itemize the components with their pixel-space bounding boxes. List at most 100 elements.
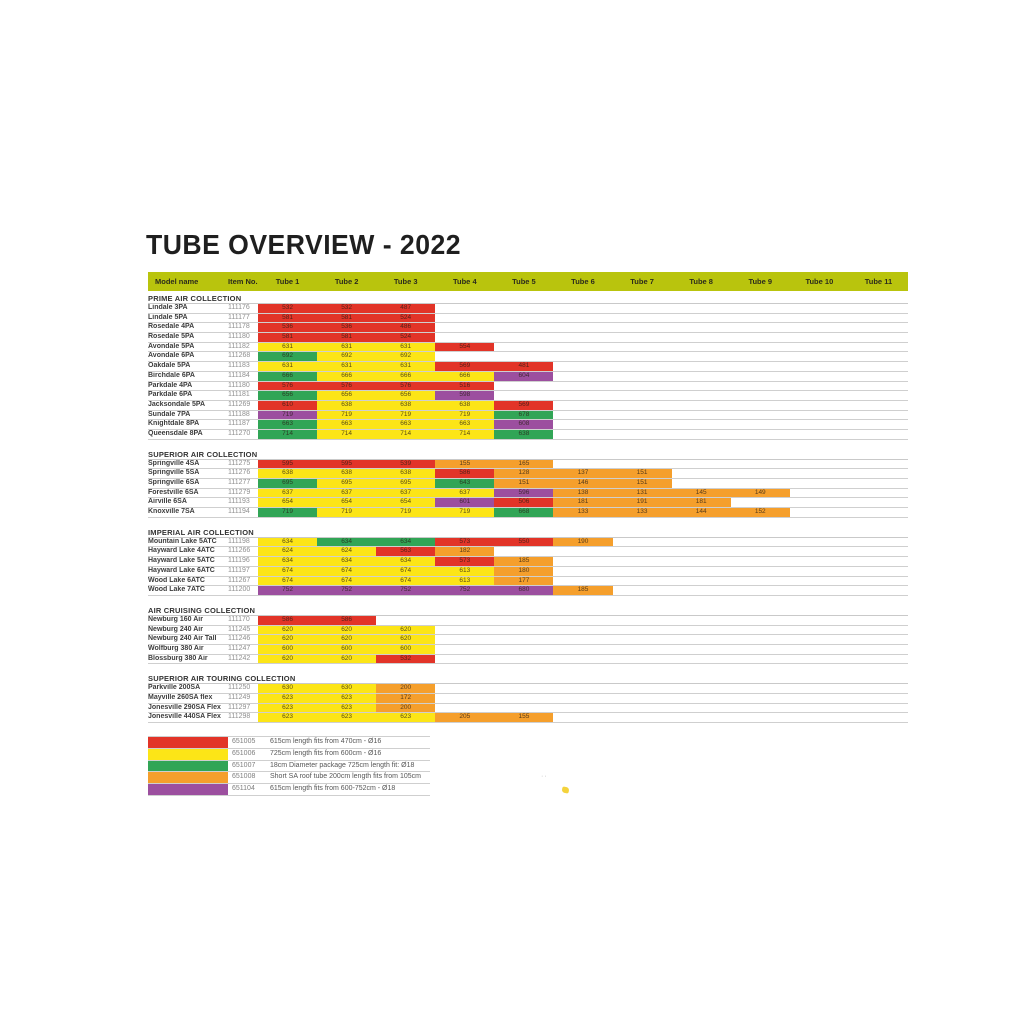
table-row: Parkville 200SA 111250 630 630 200	[148, 684, 908, 694]
item-number-cell: 111182	[228, 342, 250, 350]
model-name-cell: Newburg 160 Air	[148, 615, 203, 623]
legend-color-swatch-purple	[148, 784, 228, 796]
tube-value-cell: 608	[494, 420, 554, 429]
table-row: Rosedale 5PA 111180 581 581 524	[148, 333, 908, 343]
legend-row: 651007 18cm Diameter package 725cm length…	[148, 760, 430, 773]
table-row: Avondale 6PA 111268 692 692 692	[148, 352, 908, 363]
model-name-cell: Sundale 7PA	[148, 410, 191, 418]
tube-value-cell: 586	[317, 615, 377, 625]
page-title: TUBE OVERVIEW - 2022	[146, 229, 461, 260]
tube-value-cell: 581	[317, 313, 377, 323]
legend-description: 725cm length fits from 600cm - Ø16	[270, 749, 382, 757]
tube-value-cell: 695	[317, 479, 377, 488]
item-number-cell: 111178	[228, 323, 250, 331]
tube-value-cell: 631	[317, 362, 377, 371]
item-number-cell: 111180	[228, 381, 250, 389]
tube-value-cell: 623	[258, 694, 318, 703]
tube-value-cell: 719	[317, 410, 377, 420]
tube-value-cell: 138	[553, 488, 613, 498]
table-row: Avondale 5PA 111182 631 631 631 554	[148, 342, 908, 353]
model-name-cell: Parkdale 6PA	[148, 391, 193, 399]
legend-color-swatch-orange	[148, 772, 228, 784]
tube-value-cell: 532	[317, 304, 377, 313]
tube-value-cell: 634	[376, 557, 436, 566]
tube-value-cell: 637	[435, 488, 495, 498]
table-row: Lindale 3PA 111176 532 532 487	[148, 304, 908, 314]
tube-value-cell: 719	[376, 410, 436, 420]
table-row: Queensdale 8PA 111270 714 714 714 714 638	[148, 429, 908, 440]
tube-value-cell: 524	[376, 333, 436, 342]
tube-value-cell: 680	[494, 586, 554, 595]
table-row: Knoxville 7SA 111194 719 719 719 719 668 133 133…	[148, 508, 908, 518]
tube-value-cell: 663	[317, 420, 377, 429]
section-header: AIR CRUISING COLLECTION	[148, 606, 908, 616]
tube-value-cell: 663	[435, 420, 495, 429]
tube-value-cell: 190	[553, 537, 613, 547]
section-header: PRIME AIR COLLECTION	[148, 294, 908, 304]
table-row: Jonesville 290SA Flex 111297 623 623 200	[148, 703, 908, 714]
table-row: Springville 4SA 111275 595 595 539 155 165	[148, 459, 908, 470]
tube-value-cell: 719	[376, 508, 436, 517]
legend-row: 651006 725cm length fits from 600cm - Ø16	[148, 748, 430, 761]
tube-value-cell: 623	[317, 703, 377, 713]
item-number-cell: 111297	[228, 703, 251, 711]
model-name-cell: Forestville 6SA	[148, 488, 199, 496]
model-name-cell: Hayward Lake 6ATC	[148, 566, 215, 574]
tube-value-cell: 719	[258, 508, 318, 517]
legend-color-swatch-green	[148, 760, 228, 772]
tube-value-cell: 532	[376, 654, 436, 664]
tube-value-cell: 595	[317, 459, 377, 469]
table-row: Wolfburg 380 Air 111247 600 600 600	[148, 644, 908, 655]
tube-value-cell: 714	[258, 429, 318, 439]
model-name-cell: Airville 6SA	[148, 498, 187, 506]
item-number-cell: 111269	[228, 400, 251, 408]
legend-item-code: 651007	[232, 761, 256, 769]
tube-value-cell: 631	[258, 342, 318, 352]
tube-value-cell: 631	[317, 342, 377, 352]
tube-value-cell: 719	[435, 508, 495, 517]
legend-item-code: 651006	[232, 749, 256, 757]
table-row: Blossburg 380 Air 111242 620 620 532	[148, 654, 908, 665]
tube-value-cell: 631	[376, 342, 436, 352]
item-number-cell: 111188	[228, 410, 250, 418]
table-row: Forestville 6SA 111279 637 637 637 637 596 138 1…	[148, 488, 908, 499]
table-row: Hayward Lake 6ATC 111197 674 674 674 613 180	[148, 566, 908, 577]
tube-value-cell: 695	[376, 479, 436, 488]
model-name-cell: Birchdale 6PA	[148, 371, 195, 379]
table-header: Model name Item No. Tube 1 Tube 2 Tube 3 Tube…	[148, 272, 908, 291]
table-row: Oakdale 5PA 111183 631 631 631 569 481	[148, 362, 908, 372]
tube-value-cell: 151	[612, 469, 672, 479]
tube-value-cell: 481	[494, 362, 554, 371]
tube-value-cell: 638	[494, 429, 554, 439]
tube-value-cell: 576	[317, 381, 377, 391]
legend-description: Short SA roof tube 200cm length fits fro…	[270, 773, 421, 781]
tube-value-cell: 573	[435, 557, 495, 566]
item-number-cell: 111187	[228, 420, 250, 428]
tube-value-cell: 165	[494, 459, 554, 469]
collection-section: AIR CRUISING COLLECTION Newburg 160 Air 11…	[148, 606, 908, 665]
item-number-cell: 111200	[228, 586, 251, 594]
tube-value-cell: 152	[730, 508, 790, 517]
stray-mark-yellow	[561, 786, 570, 794]
item-number-cell: 111176	[228, 304, 250, 311]
column-header-tube-2: Tube 2	[334, 277, 359, 286]
tube-value-cell: 634	[258, 557, 318, 566]
column-header-tube-3: Tube 3	[393, 277, 418, 286]
item-number-cell: 111245	[228, 625, 251, 633]
tube-value-cell: 620	[376, 625, 436, 635]
tube-value-cell: 620	[258, 625, 318, 635]
stray-mark-gray: ··	[541, 773, 548, 780]
tube-value-cell: 620	[317, 654, 377, 664]
item-number-cell: 111196	[228, 557, 250, 565]
tube-value-cell: 581	[258, 313, 318, 323]
column-header-tube-11: Tube 11	[864, 277, 893, 286]
model-name-cell: Blossburg 380 Air	[148, 654, 208, 662]
tube-value-cell: 666	[435, 371, 495, 381]
table-row: Jacksondale 5PA 111269 610 638 638 638 569	[148, 400, 908, 411]
item-number-cell: 111276	[228, 469, 251, 477]
tube-value-cell: 692	[317, 352, 377, 362]
tube-value-cell: 666	[317, 371, 377, 381]
table-row: Mayville 260SA flex 111249 623 623 172	[148, 694, 908, 704]
item-number-cell: 111298	[228, 713, 251, 721]
table-row: Wood Lake 6ATC 111267 674 674 674 613 177	[148, 576, 908, 587]
